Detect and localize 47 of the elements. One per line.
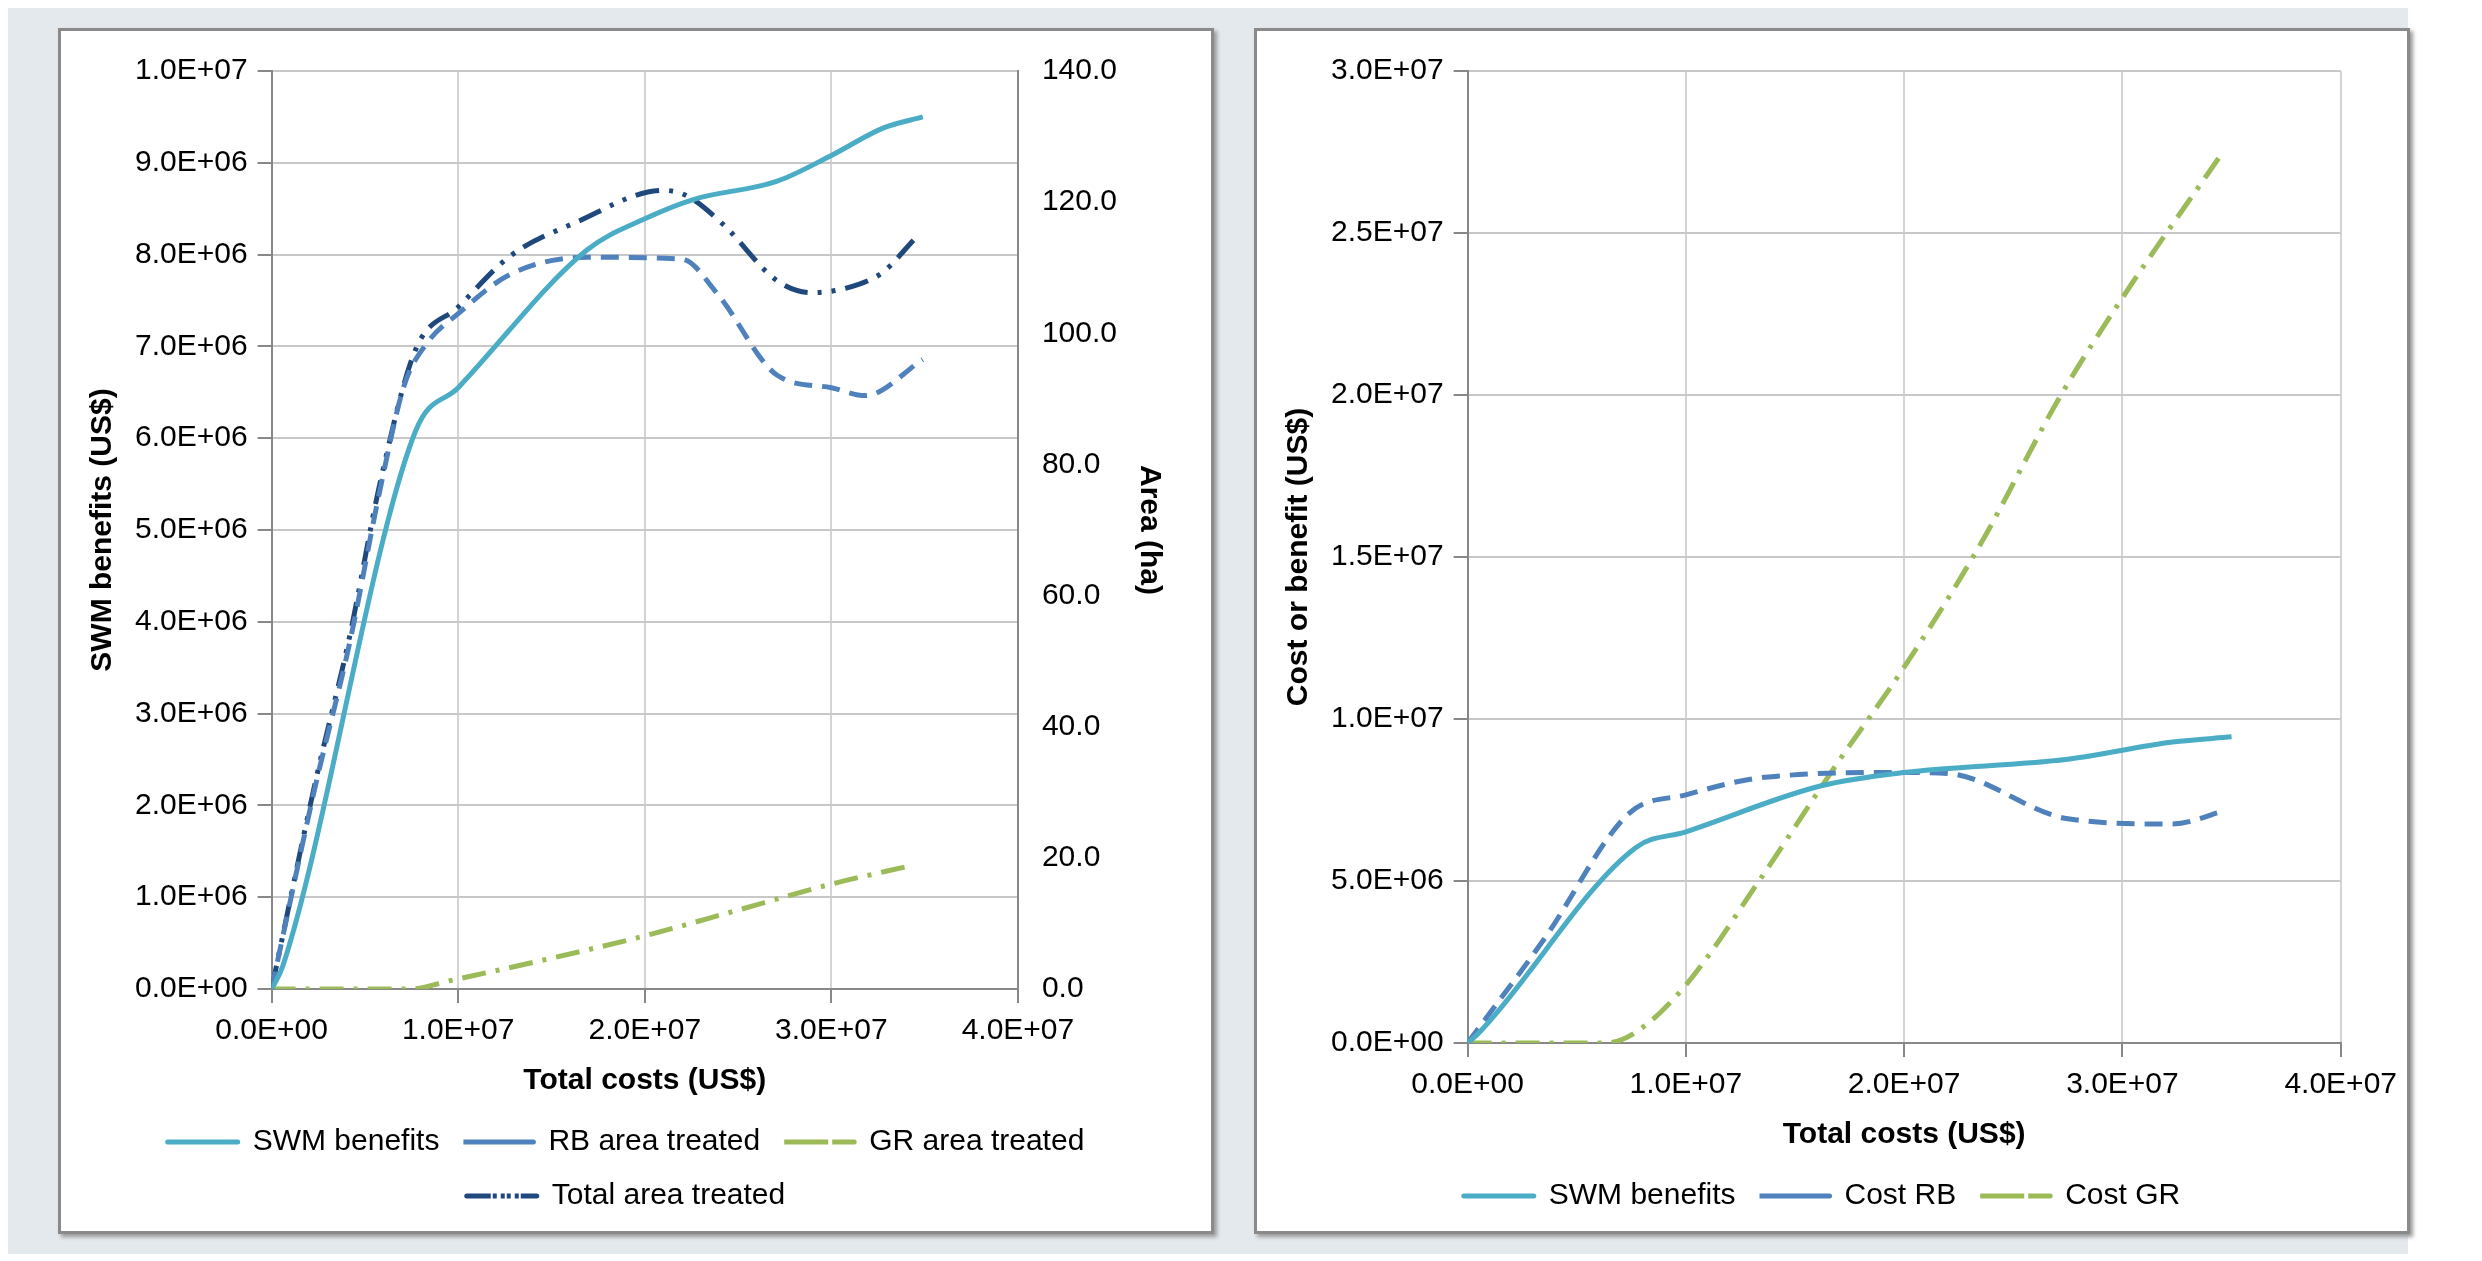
x-tick-label: 2.0E+07 <box>1847 1066 1961 1100</box>
legend-label: Cost RB <box>1844 1177 1957 1211</box>
legend-label: GR area treated <box>869 1123 1085 1157</box>
y-tick-label: 5.0E+06 <box>134 511 248 545</box>
y-tick-label: 4.0E+06 <box>134 603 248 637</box>
y2-axis-title: Area (ha) <box>1134 464 1168 596</box>
x-tick-label: 1.0E+07 <box>401 1012 515 1046</box>
y-tick-label: 3.0E+07 <box>1330 52 1444 86</box>
y2-tick-label: 0.0 <box>1041 970 1084 1004</box>
y2-tick-label: 120.0 <box>1041 183 1117 217</box>
x-tick-label: 1.0E+07 <box>1629 1066 1743 1100</box>
legend-label: SWM benefits <box>1548 1177 1736 1211</box>
x-tick-label: 4.0E+07 <box>961 1012 1075 1046</box>
y-tick-label: 1.5E+07 <box>1330 538 1444 572</box>
y-tick-label: 5.0E+06 <box>1330 862 1444 896</box>
x-tick-label: 0.0E+00 <box>1411 1066 1524 1100</box>
y-axis-title: SWM benefits (US$) <box>84 388 118 672</box>
legend-label: Total area treated <box>551 1177 786 1211</box>
y-tick-label: 8.0E+06 <box>134 235 248 269</box>
x-tick-label: 3.0E+07 <box>775 1012 888 1046</box>
y2-tick-label: 40.0 <box>1041 707 1101 741</box>
y-tick-label: 1.0E+06 <box>134 878 248 912</box>
y-tick-label: 2.5E+07 <box>1330 214 1444 248</box>
y2-tick-label: 80.0 <box>1041 445 1101 479</box>
x-axis-title: Total costs (US$) <box>1782 1116 2026 1150</box>
y-tick-label: 1.0E+07 <box>1330 700 1444 734</box>
legend-label: Cost GR <box>2065 1177 2181 1211</box>
y2-tick-label: 100.0 <box>1041 314 1117 348</box>
y-tick-label: 3.0E+06 <box>134 694 248 728</box>
y-tick-label: 1.0E+07 <box>134 52 248 86</box>
x-tick-label: 2.0E+07 <box>588 1012 702 1046</box>
legend-label: RB area treated <box>548 1123 761 1157</box>
y-tick-label: 0.0E+00 <box>134 970 248 1004</box>
y2-tick-label: 140.0 <box>1041 52 1117 86</box>
legend-label: SWM benefits <box>252 1123 440 1157</box>
x-tick-label: 4.0E+07 <box>2284 1066 2397 1100</box>
x-tick-label: 3.0E+07 <box>2066 1066 2179 1100</box>
y-axis-title: Cost or benefit (US$) <box>1280 407 1314 707</box>
y2-tick-label: 20.0 <box>1041 839 1101 873</box>
y-tick-label: 2.0E+07 <box>1330 376 1444 410</box>
x-tick-label: 0.0E+00 <box>215 1012 328 1046</box>
y-tick-label: 2.0E+06 <box>134 786 248 820</box>
x-axis-title: Total costs (US$) <box>523 1062 767 1096</box>
y-tick-label: 7.0E+06 <box>134 327 248 361</box>
y-tick-label: 9.0E+06 <box>134 144 248 178</box>
y-tick-label: 6.0E+06 <box>134 419 248 453</box>
y2-tick-label: 60.0 <box>1041 576 1101 610</box>
